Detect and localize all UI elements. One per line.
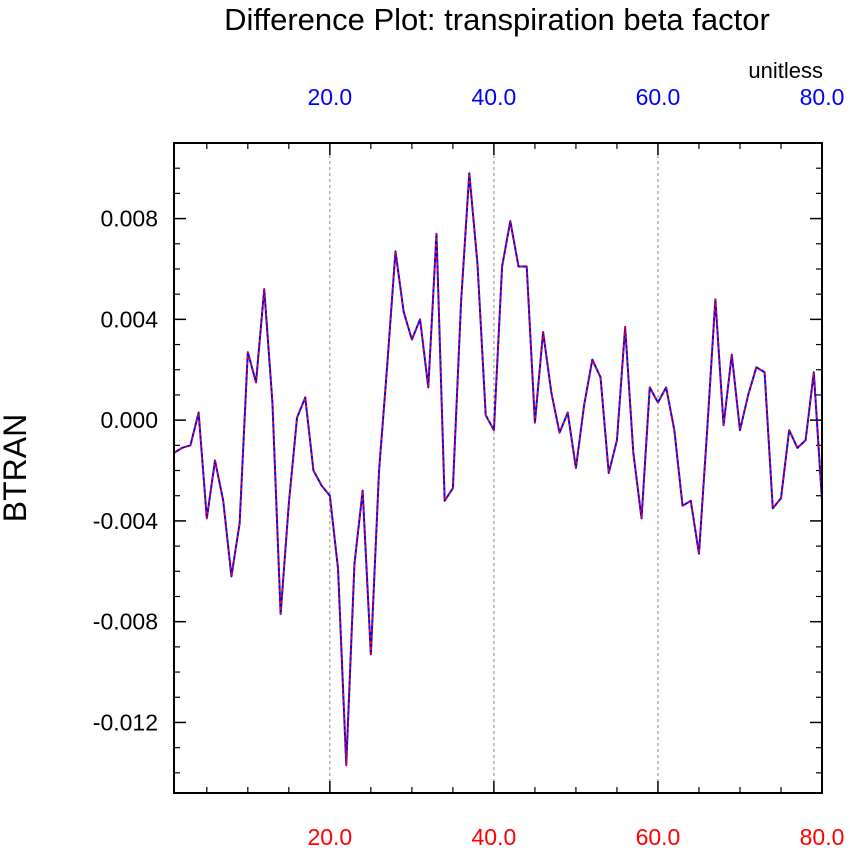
chart-title: Difference Plot: transpiration beta fact… — [224, 2, 770, 37]
x-tick-label-bottom-2: 60.0 — [636, 824, 681, 850]
series-line-0 — [173, 172, 823, 767]
grid-lines — [329, 143, 659, 793]
x-tick-label-top-1: 40.0 — [472, 84, 517, 110]
data-series — [173, 172, 823, 767]
x-tick-label-top-3: 80.0 — [800, 84, 845, 110]
y-tick-label-5: 0.008 — [100, 206, 158, 232]
y-tick-label-1: -0.008 — [93, 609, 158, 635]
y-tick-label-2: -0.004 — [93, 508, 158, 534]
y-tick-label-0: -0.012 — [93, 709, 158, 735]
series-dash-overlay-0 — [173, 172, 823, 766]
units-label: unitless — [748, 58, 823, 83]
y-tick-label-3: 0.000 — [100, 407, 158, 433]
y-tick-label-4: 0.004 — [100, 306, 158, 332]
axis-ticks — [174, 143, 823, 793]
tick-labels: 20.0 20.0 40.0 40.0 60.0 60.0 80.0 80.0 -0.012 -0… — [93, 84, 845, 850]
x-tick-label-bottom-1: 40.0 — [472, 824, 517, 850]
x-tick-label-top-2: 60.0 — [636, 84, 681, 110]
x-tick-label-top-0: 20.0 — [307, 84, 352, 110]
y-axis-title: BTRAN — [0, 414, 33, 522]
plot-frame — [173, 142, 823, 794]
x-tick-label-bottom-3: 80.0 — [800, 824, 845, 850]
x-tick-label-bottom-0: 20.0 — [307, 824, 352, 850]
